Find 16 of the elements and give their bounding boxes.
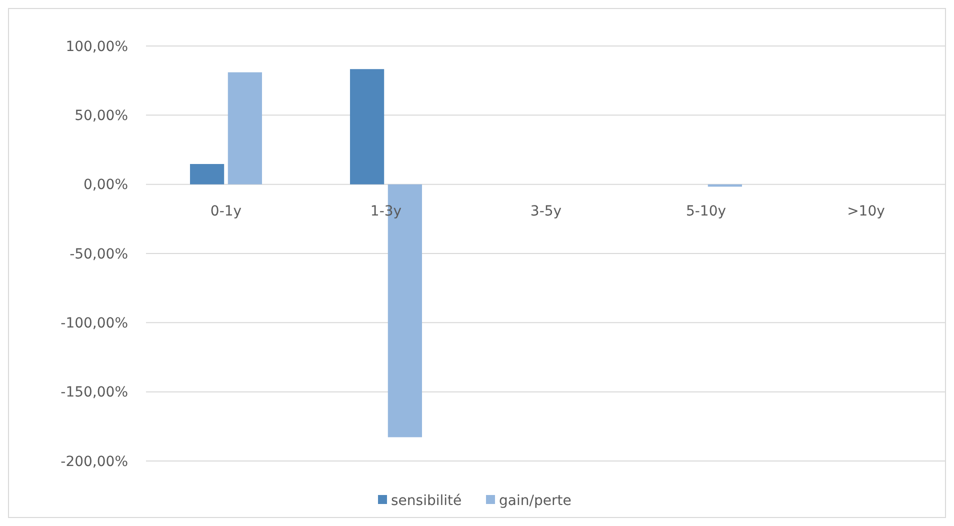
bar bbox=[228, 72, 262, 184]
x-tick-label: 0-1y bbox=[210, 203, 242, 220]
y-tick-label: -150,00% bbox=[60, 384, 128, 401]
bar bbox=[350, 69, 384, 184]
y-tick-label: -50,00% bbox=[70, 246, 128, 262]
legend-label: gain/perte bbox=[499, 493, 572, 509]
x-tick-label: 3-5y bbox=[530, 203, 562, 220]
y-tick-label: 100,00% bbox=[66, 38, 128, 55]
x-tick-label: >10y bbox=[847, 203, 885, 220]
y-tick-label: 0,00% bbox=[84, 177, 128, 194]
y-tick-label: -100,00% bbox=[60, 316, 128, 332]
legend-label: sensibilité bbox=[391, 493, 462, 509]
y-tick-label: -200,00% bbox=[60, 454, 128, 470]
bar bbox=[190, 164, 224, 184]
x-tick-label: 5-10y bbox=[686, 203, 726, 220]
y-tick-label: 50,00% bbox=[74, 108, 128, 124]
